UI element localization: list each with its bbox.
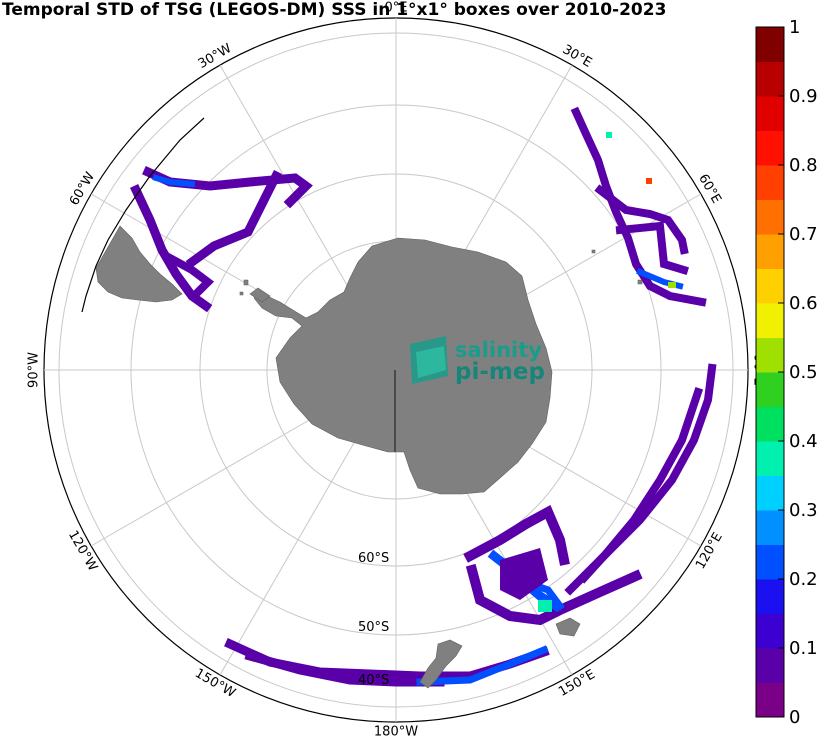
latitude-labels: 60°S 50°S 40°S: [358, 551, 389, 688]
colorbar-swatch: [756, 544, 784, 580]
meridian-210: [219, 423, 366, 676]
colorbar-swatch: [756, 510, 784, 545]
data-tracks: [130, 106, 717, 687]
lat-label: 50°S: [358, 620, 389, 635]
colorbar-swatch: [756, 96, 784, 131]
track-segment: [185, 169, 283, 269]
meridian-330: [219, 64, 366, 317]
tasmania: [555, 617, 581, 637]
track-segment: [152, 174, 196, 188]
colorbar-swatch: [756, 61, 784, 97]
colorbar-tick-label: 0.3: [789, 500, 818, 521]
track-box-fill: [500, 548, 548, 600]
track-cell-high: [606, 132, 612, 138]
lon-label: 180°W: [374, 725, 418, 740]
track-cell-high: [646, 178, 652, 184]
map-title: Temporal STD of TSG (LEGOS-DM) SSS in 1°…: [2, 0, 666, 20]
salinity-pimep-logo: salinity pi-mep: [410, 336, 545, 385]
lon-label: 0°E: [385, 1, 408, 16]
track-cell-high: [668, 282, 676, 288]
colorbar-swatch: [756, 475, 784, 511]
south-america-tip: [95, 225, 183, 303]
colorbar-swatch: [756, 441, 784, 476]
colorbar-tick-label: 0.5: [789, 362, 818, 383]
track-segment: [164, 252, 215, 300]
antarctic-peninsula-tip: [249, 287, 271, 303]
track-segment: [244, 650, 445, 687]
colorbar-swatch: [756, 372, 784, 407]
colorbar-swatch: [756, 303, 784, 338]
colorbar-swatch: [756, 406, 784, 442]
colorbar-swatch: [756, 165, 784, 200]
colorbar-tick-label: 1: [789, 17, 800, 38]
colorbar-swatch: [756, 234, 784, 269]
land: [95, 225, 643, 689]
logo-line2: pi-mep: [455, 359, 545, 385]
antarctica-landmass: [253, 237, 553, 495]
colorbar-tick-label: 0.8: [789, 155, 818, 176]
colorbar-swatch: [756, 648, 784, 683]
track-segment: [578, 386, 704, 584]
lat-label: 40°S: [358, 673, 389, 688]
track-cell-high: [538, 600, 552, 612]
colorbar-tick-label: 0.1: [789, 638, 818, 659]
colorbar-tick-label: 0.2: [789, 569, 818, 590]
small-islands: [239, 249, 643, 296]
track-segment: [463, 504, 570, 566]
track-segment: [416, 645, 549, 686]
colorbar-swatch: [756, 613, 784, 649]
colorbar-swatch: [756, 199, 784, 235]
colorbar-swatch: [756, 268, 784, 304]
logo-mark-shadow: [416, 346, 446, 378]
colorbar-swatch: [756, 682, 784, 718]
colorbar-swatch: [756, 579, 784, 614]
colorbar-tick-label: 0.4: [789, 431, 818, 452]
colorbar-tick-label: 0: [789, 707, 800, 728]
logo-line1: salinity: [455, 338, 542, 362]
track-segment: [465, 563, 643, 626]
track-segment: [615, 221, 689, 275]
colorbar-tick-label: 0.6: [789, 293, 818, 314]
track-segment: [570, 106, 707, 307]
track-segment: [594, 184, 689, 255]
colorbar: 0 0.1 0.2 0.3 0.4 0.5 0.6 0.7 0.8 0.9 1: [755, 17, 818, 728]
colorbar-swatch: [756, 130, 784, 166]
lat-label: 60°S: [358, 551, 389, 566]
meridian-240: [90, 400, 343, 547]
colorbar-tick-label: 0.7: [789, 224, 818, 245]
colorbar-swatch: [756, 27, 784, 62]
lon-label: 90°W: [27, 352, 42, 388]
south-america-coast-line: [81, 117, 205, 313]
new-zealand: [419, 639, 463, 689]
colorbar-tick-label: 0.9: [789, 86, 818, 107]
colorbar-swatch: [756, 337, 784, 373]
